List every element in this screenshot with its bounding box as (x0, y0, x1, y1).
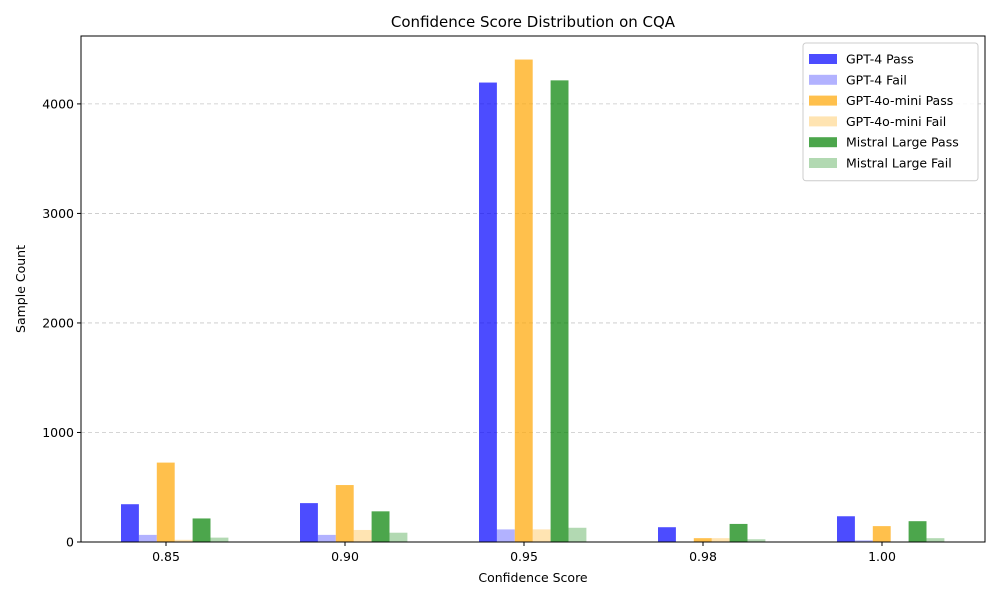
bar (479, 82, 497, 543)
bar (496, 529, 515, 542)
grid-lines (81, 103, 985, 433)
bar (121, 504, 139, 542)
bar (335, 485, 354, 542)
bar (747, 539, 766, 542)
bar (138, 534, 157, 542)
chart-title: Confidence Score Distribution on CQA (391, 13, 676, 31)
y-tick-label: 4000 (42, 96, 74, 111)
bar (300, 503, 318, 542)
x-tick-label: 0.90 (331, 549, 359, 564)
x-axis-label: Confidence Score (478, 570, 588, 585)
bar (908, 521, 927, 542)
legend-swatch (809, 74, 837, 85)
bar (550, 80, 569, 542)
bar (210, 537, 229, 542)
bar (174, 539, 193, 542)
bar (353, 529, 372, 542)
bar (711, 538, 730, 542)
bar (693, 538, 712, 542)
legend-entry-label: GPT-4 Fail (846, 72, 907, 87)
legend-swatch (809, 137, 837, 148)
legend-swatch (809, 54, 837, 64)
bar (837, 516, 855, 542)
x-tick-label: 0.85 (152, 549, 180, 564)
legend-box (802, 42, 979, 182)
x-tick-label: 1.00 (868, 549, 896, 564)
bar (532, 529, 551, 542)
bar (872, 526, 891, 542)
bar (389, 532, 408, 542)
bar (729, 523, 748, 542)
legend-entry-label: GPT-4o-mini Pass (846, 93, 953, 108)
bars (121, 59, 945, 543)
legend-swatch (809, 158, 837, 168)
legend-entry-label: Mistral Large Fail (846, 156, 952, 171)
bar (317, 534, 336, 542)
bar (658, 527, 676, 542)
legend-entry-label: GPT-4o-mini Fail (846, 114, 946, 129)
legend-swatch (809, 95, 837, 106)
y-tick-label: 0 (66, 535, 74, 550)
legend: GPT-4 Pass GPT-4 Fail GPT-4o-mini Pass GPT-… (802, 42, 979, 182)
y-tick-label: 2000 (42, 315, 74, 330)
bar (568, 527, 587, 542)
legend-entry-label: Mistral Large Pass (846, 135, 959, 150)
y-tick-label: 1000 (42, 425, 74, 440)
y-tick-label: 3000 (42, 206, 74, 221)
bar (854, 540, 873, 542)
bar (371, 511, 390, 542)
x-tick-label: 0.95 (510, 549, 538, 564)
bar (926, 538, 945, 542)
legend-entry-label: GPT-4 Pass (846, 52, 914, 67)
bar (514, 59, 533, 543)
y-axis-ticks: 0 1000 2000 3000 4000 (42, 96, 81, 550)
x-axis-ticks: 0.85 0.90 0.95 0.98 1.00 (152, 542, 896, 564)
bar (192, 518, 211, 542)
x-tick-label: 0.98 (689, 549, 717, 564)
y-axis-label: Sample Count (13, 245, 28, 333)
plot-frame (80, 35, 986, 543)
legend-swatch (809, 116, 837, 127)
bar (156, 462, 175, 542)
